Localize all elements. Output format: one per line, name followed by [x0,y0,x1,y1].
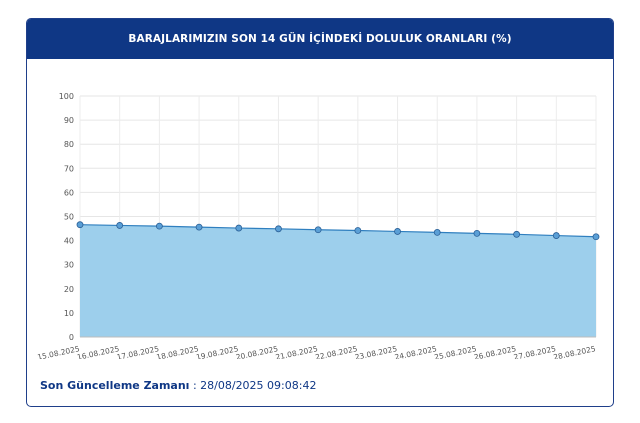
y-tick-label: 30 [64,261,74,270]
x-tick-label: 18.08.2025 [156,344,200,359]
x-tick-label: 16.08.2025 [76,344,120,359]
x-tick-label: 27.08.2025 [513,344,557,359]
chart-area: 0 10 20 30 40 50 60 70 80 90 100 15.08.2025 16.08.20… [27,59,613,362]
y-tick-label: 40 [64,237,74,246]
data-point [354,227,362,234]
data-point [235,224,243,232]
series-area [80,224,596,337]
last-update-label: Son Güncelleme Zamanı [40,379,190,392]
last-update-value: 28/08/2025 09:08:42 [200,379,317,392]
data-point [592,233,600,241]
data-point [275,225,282,233]
data-point [433,229,441,236]
area-layer [79,224,597,337]
x-tick-label: 24.08.2025 [394,344,438,359]
data-point [473,229,481,237]
y-tick-label: 50 [64,213,74,222]
last-update: Son Güncelleme Zamanı : 28/08/2025 09:08… [40,379,316,392]
x-tick-label: 25.08.2025 [433,344,477,359]
x-tick-label: 19.08.2025 [195,344,239,359]
chart-card: BARAJLARIMIZIN SON 14 GÜN İÇİNDEKİ DOLUL… [26,18,614,407]
card-header: BARAJLARIMIZIN SON 14 GÜN İÇİNDEKİ DOLUL… [27,19,613,59]
x-tick-label: 26.08.2025 [473,344,517,359]
data-point [314,226,322,234]
data-point [155,222,163,230]
y-tick-label: 60 [64,188,74,197]
last-update-separator: : [189,379,201,392]
series-line [79,224,597,238]
x-tick-label: 20.08.2025 [235,344,279,359]
x-tick-label: 22.08.2025 [314,344,358,359]
data-point [76,221,84,229]
x-tick-label: 23.08.2025 [354,344,398,359]
x-tick-label: 15.08.2025 [37,344,81,359]
y-tick-label: 70 [64,164,74,173]
data-point [394,228,401,235]
data-point [552,232,560,239]
y-tick-label: 0 [69,333,74,342]
point-layer [76,221,600,241]
data-point [195,223,203,231]
y-tick-label: 10 [64,309,74,318]
x-tick-label: 17.08.2025 [116,344,160,359]
y-tick-label: 100 [59,92,74,101]
x-tick-label: 21.08.2025 [275,344,319,359]
occupancy-chart: 0 10 20 30 40 50 60 70 80 90 100 15.08.202516.08.20… [37,92,600,362]
y-tick-label: 20 [64,285,74,294]
x-tick-label: 28.08.2025 [553,344,597,359]
data-point [513,230,521,238]
data-point [116,222,124,229]
y-tick-label: 80 [64,140,74,149]
y-tick-label: 90 [64,116,74,125]
chart-title: BARAJLARIMIZIN SON 14 GÜN İÇİNDEKİ DOLUL… [128,33,512,45]
